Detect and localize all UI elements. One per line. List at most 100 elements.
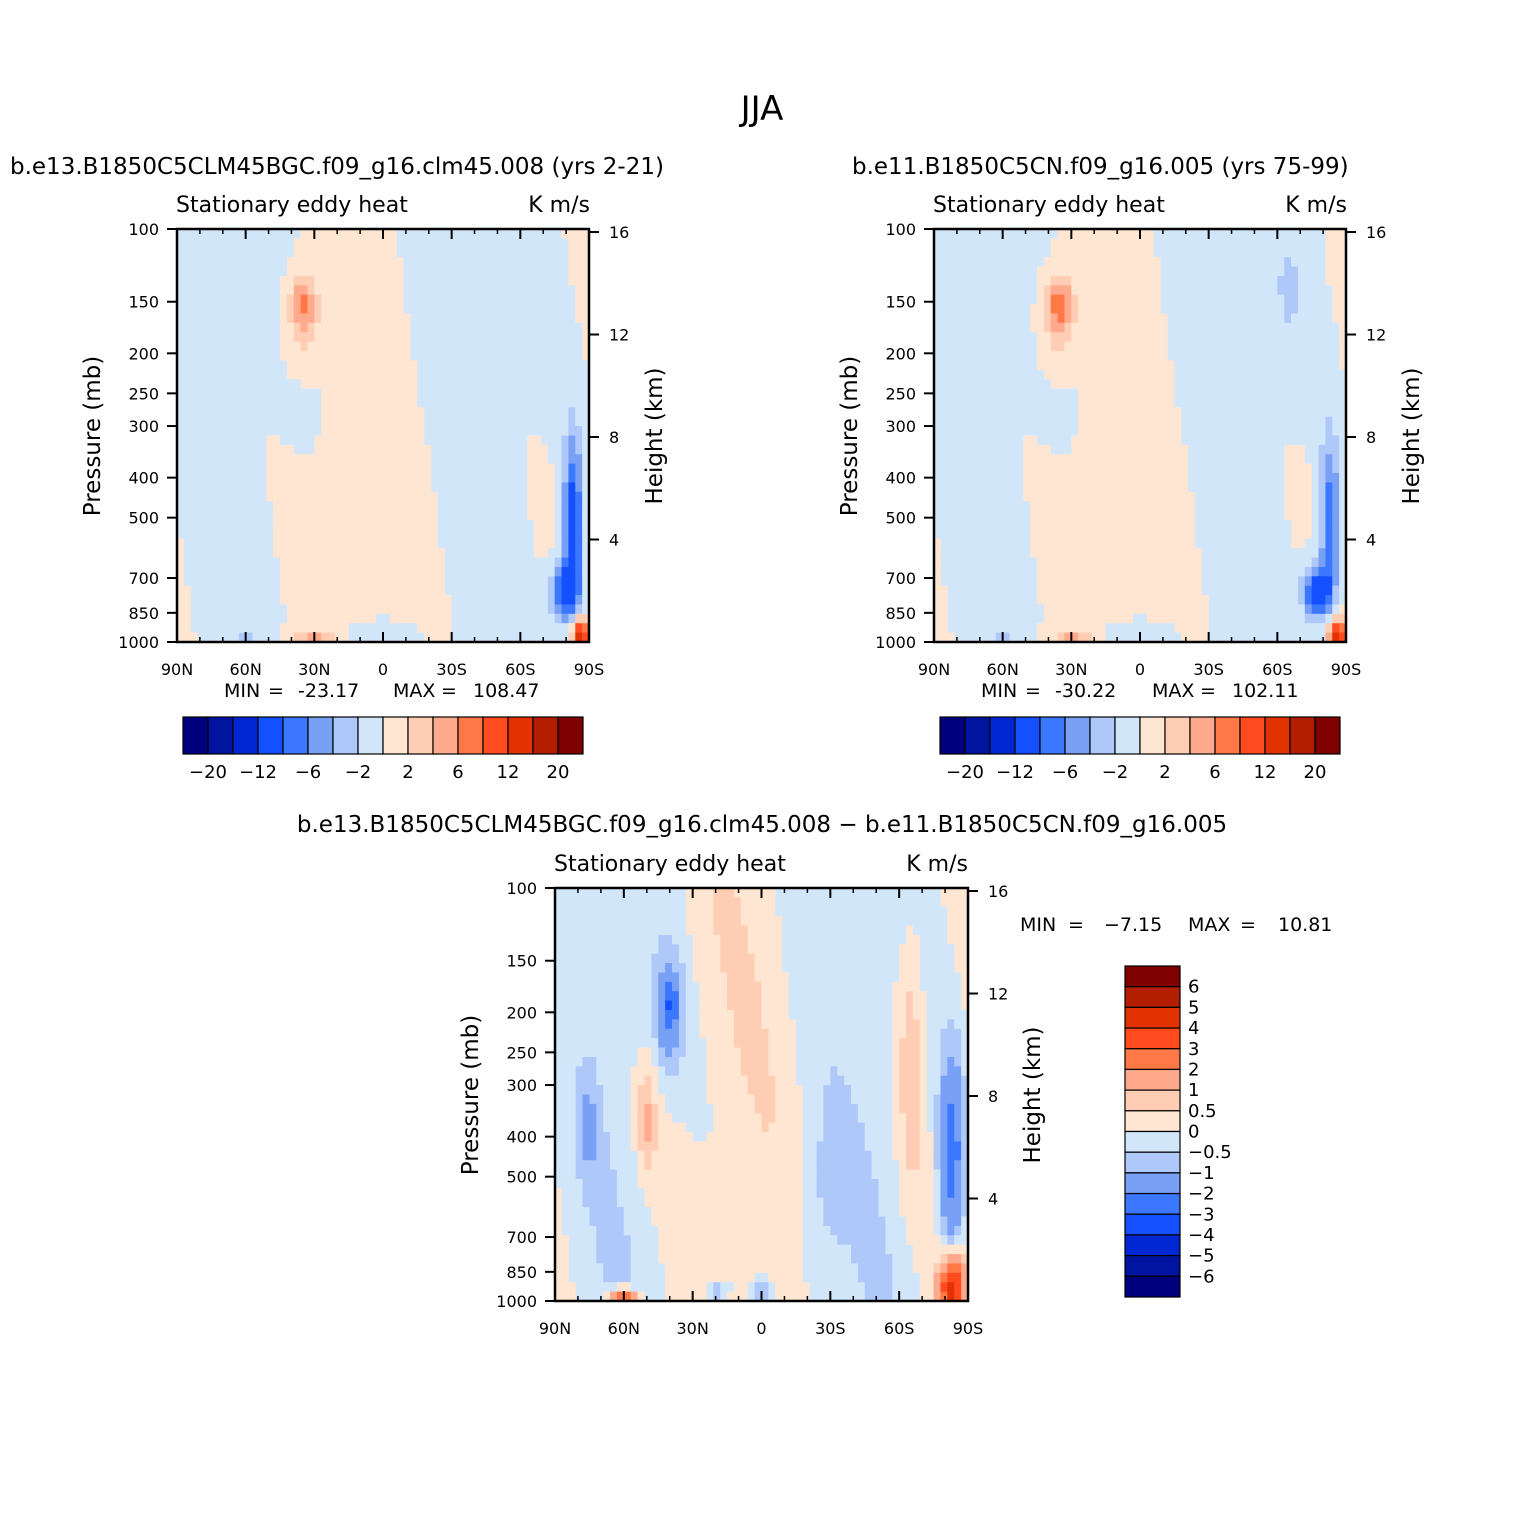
field-cell (547, 576, 556, 587)
field-cell (396, 257, 405, 268)
field-cell (431, 294, 439, 305)
field-cell (1043, 407, 1052, 418)
field-cell (410, 285, 418, 296)
field-cell (520, 491, 528, 502)
field-cell (954, 294, 963, 305)
field-cell (492, 604, 501, 615)
field-cell (431, 444, 439, 455)
field-cell (527, 529, 535, 540)
field-cell (1016, 454, 1024, 465)
field-cell (988, 576, 997, 587)
field-cell (437, 623, 446, 634)
field-cell (451, 454, 460, 465)
field-cell (540, 341, 549, 352)
field-cell (465, 529, 473, 540)
field-cell (1064, 388, 1072, 399)
field-cell (273, 304, 281, 315)
field-cell (183, 351, 192, 362)
field-cell (437, 557, 446, 568)
field-cell (1112, 557, 1120, 568)
field-cell (520, 463, 528, 474)
field-cell (1153, 435, 1162, 446)
field-cell (259, 257, 267, 268)
field-cell (183, 426, 192, 437)
field-cell (582, 426, 590, 437)
field-cell (1153, 304, 1162, 315)
field-cell (1140, 416, 1148, 427)
field-cell (1043, 332, 1052, 343)
field-cell (982, 304, 990, 315)
field-cell (547, 341, 556, 352)
field-cell (238, 341, 247, 352)
field-cell (582, 632, 590, 643)
field-cell (554, 529, 563, 540)
field-cell (1050, 557, 1059, 568)
field-cell (1105, 285, 1114, 296)
field-cell (968, 294, 976, 305)
field-cell (328, 482, 336, 493)
field-cell (1201, 548, 1210, 559)
field-cell (506, 304, 515, 315)
field-cell (568, 529, 576, 540)
field-cell (417, 454, 425, 465)
field-cell (369, 444, 377, 455)
field-cell (1201, 529, 1210, 540)
field-cell (1133, 519, 1141, 530)
field-cell (1181, 229, 1189, 239)
field-cell (259, 482, 267, 493)
field-cell (1318, 247, 1326, 258)
field-cell (321, 595, 329, 606)
field-cell (492, 595, 501, 606)
field-cell (231, 313, 240, 324)
field-cell (451, 238, 460, 249)
field-cell (1297, 482, 1306, 493)
field-cell (1325, 426, 1333, 437)
field-cell (1188, 322, 1196, 333)
field-cell (348, 623, 357, 634)
field-cell (1078, 510, 1086, 521)
field-cell (293, 538, 302, 549)
field-cell (1037, 576, 1045, 587)
field-cell (410, 341, 418, 352)
field-cell (1009, 510, 1017, 521)
field-cell (1064, 538, 1072, 549)
field-cell (376, 285, 384, 296)
field-cell (1153, 332, 1162, 343)
field-cell (1332, 482, 1340, 493)
field-cell (197, 519, 206, 530)
field-cell (1188, 482, 1196, 493)
field-cell (479, 482, 487, 493)
field-cell (1146, 407, 1155, 418)
field-cell (988, 435, 997, 446)
field-cell (1339, 473, 1347, 484)
field-cell (465, 369, 473, 380)
field-cell (527, 238, 535, 249)
field-cell (1016, 369, 1024, 380)
field-cell (1174, 285, 1182, 296)
field-cell (396, 444, 405, 455)
field-cell (369, 229, 377, 239)
field-cell (534, 444, 542, 455)
field-cell (286, 294, 295, 305)
field-cell (458, 491, 466, 502)
field-cell (334, 585, 343, 596)
field-cell (204, 426, 212, 437)
field-cell (1043, 397, 1052, 408)
field-cell (1304, 294, 1313, 305)
field-cell (177, 388, 185, 399)
field-cell (472, 435, 480, 446)
field-cell (1194, 473, 1203, 484)
panel-2-right-string: K m/s (1285, 193, 1347, 218)
field-cell (231, 623, 240, 634)
field-cell (513, 557, 521, 568)
field-cell (1057, 566, 1066, 577)
field-cell (486, 623, 494, 634)
field-cell (1277, 444, 1285, 455)
field-cell (1085, 491, 1093, 502)
field-cell (1002, 247, 1011, 258)
field-cell (527, 566, 535, 577)
field-cell (982, 510, 990, 521)
field-cell (286, 463, 295, 474)
field-cell (1085, 229, 1093, 239)
field-cell (403, 266, 412, 277)
